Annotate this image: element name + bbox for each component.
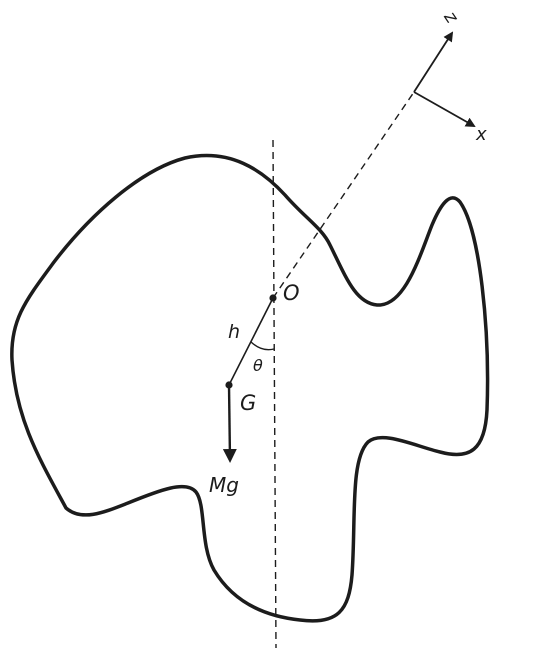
- weight-arrow: [222, 384, 237, 463]
- z-axis-arrow: [413, 31, 454, 93]
- pivot-label: O: [283, 281, 300, 305]
- x-axis-arrow: [413, 91, 476, 127]
- body-axis-dashed-line: [272, 91, 415, 299]
- center-of-mass-label: G: [240, 391, 256, 415]
- pivot-point-o: [269, 294, 277, 302]
- distance-segment-og: [228, 297, 274, 386]
- z-axis-label: z: [439, 7, 463, 28]
- center-of-mass-point-g: [225, 381, 233, 389]
- angle-label: θ: [253, 356, 263, 375]
- x-axis-label: x: [475, 124, 487, 145]
- vertical-reference-line: [272, 139, 277, 649]
- angle-theta-arc: [250, 341, 275, 351]
- weight-label: Mg: [209, 473, 239, 497]
- distance-label: h: [228, 321, 240, 343]
- rigid-body-outline: [10, 153, 490, 623]
